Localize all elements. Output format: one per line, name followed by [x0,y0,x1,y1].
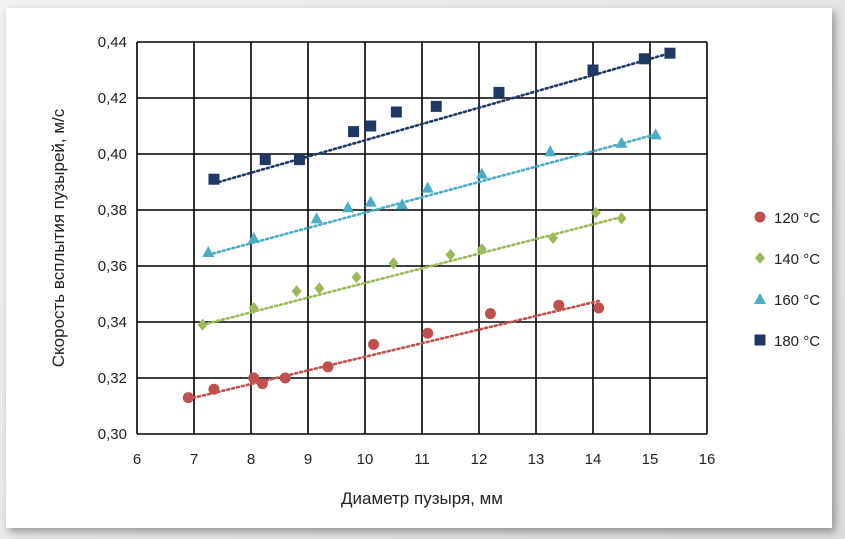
x-tick-label: 12 [471,451,488,468]
legend-marker [754,293,766,304]
legend-marker [754,211,766,223]
legend-item: 160 °C [754,292,820,309]
data-point [364,195,377,207]
data-point [322,361,334,373]
x-tick-label: 11 [414,451,430,468]
data-point [649,128,662,140]
data-point [182,392,194,404]
data-point [615,136,628,148]
data-point [590,206,601,219]
data-point [421,181,434,193]
data-point [396,198,409,210]
legend-label: 160 °C [774,292,820,309]
data-point [208,383,220,395]
trendline [206,133,658,257]
x-tick-label: 16 [699,451,716,468]
data-point [247,232,260,243]
data-point [208,173,220,185]
x-tick-label: 6 [133,451,141,468]
data-point [475,167,488,179]
data-point [348,126,360,138]
data-point [388,257,399,270]
data-point [310,212,323,224]
series-3 [202,128,662,257]
series-4 [208,47,676,185]
y-tick-label: 0,30 [98,426,127,443]
data-point [256,378,268,390]
y-tick-label: 0,34 [98,314,127,331]
legend-marker [754,334,766,346]
data-point [553,299,565,311]
data-point [616,212,627,225]
x-tick-label: 8 [247,451,255,468]
data-point [351,271,362,284]
data-point [202,246,215,257]
y-tick-label: 0,42 [98,90,127,107]
data-point [430,100,442,112]
legend-label: 180 °C [774,333,820,350]
x-tick-label: 14 [585,451,602,468]
x-tick-label: 13 [528,451,545,468]
data-point [587,64,599,76]
data-point [638,53,650,65]
data-point [314,282,325,295]
data-point [248,302,259,314]
legend-marker [755,252,765,264]
legend-item: 180 °C [754,333,820,350]
y-tick-label: 0,36 [98,258,127,275]
x-tick-label: 10 [357,451,374,468]
data-point [279,372,291,384]
gridlines [136,41,708,435]
y-tick-label: 0,40 [98,146,127,163]
data-point [664,47,676,59]
data-point [197,318,208,331]
data-point [593,302,605,314]
data-point [544,145,557,157]
data-point [365,120,377,132]
data-point [293,154,305,166]
series-2 [197,206,627,331]
data-point [341,201,354,213]
y-tick-label: 0,32 [98,370,127,387]
data-point [548,232,559,244]
data-point [476,243,487,256]
legend-label: 140 °C [774,251,820,268]
series-1 [182,299,605,404]
legend-item: 120 °C [754,210,820,227]
y-tick-label: 0,44 [98,34,127,51]
x-tick-label: 15 [642,451,659,468]
data-point [422,327,434,339]
x-tick-label: 7 [190,451,198,468]
data-point [259,154,271,166]
data-point [493,86,505,98]
x-tick-label: 9 [304,451,312,468]
data-point [368,338,380,350]
y-tick-label: 0,38 [98,202,127,219]
x-axis-title: Диаметр пузыря, мм [341,489,503,508]
y-axis-title: Скорость всплытия пузырей, м/с [49,108,68,367]
legend-label: 120 °C [774,210,820,227]
data-point [484,308,496,320]
legend-item: 140 °C [755,251,820,268]
data-point [291,285,302,298]
data-point [445,248,456,261]
data-point [248,372,260,384]
data-point [390,106,402,118]
legend: 120 °C 140 °C 160 °C 180 °C [754,210,820,350]
